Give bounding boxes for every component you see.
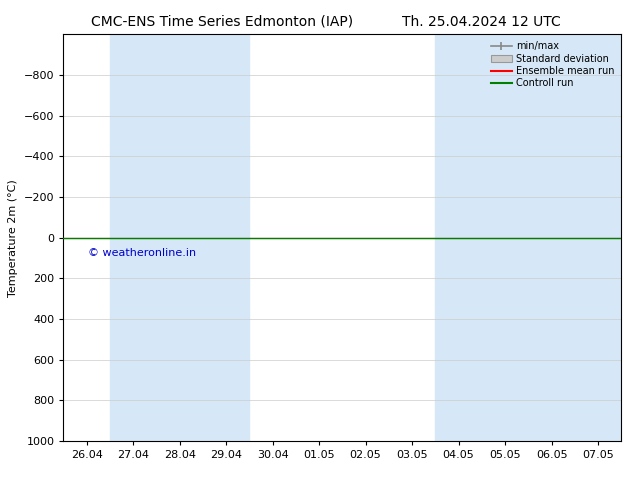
- Text: © weatheronline.in: © weatheronline.in: [87, 248, 196, 258]
- Legend: min/max, Standard deviation, Ensemble mean run, Controll run: min/max, Standard deviation, Ensemble me…: [489, 39, 616, 90]
- Bar: [110, 34, 249, 441]
- Y-axis label: Temperature 2m (°C): Temperature 2m (°C): [8, 179, 18, 296]
- Bar: [436, 34, 621, 441]
- Text: CMC-ENS Time Series Edmonton (IAP): CMC-ENS Time Series Edmonton (IAP): [91, 15, 353, 29]
- Text: Th. 25.04.2024 12 UTC: Th. 25.04.2024 12 UTC: [403, 15, 561, 29]
